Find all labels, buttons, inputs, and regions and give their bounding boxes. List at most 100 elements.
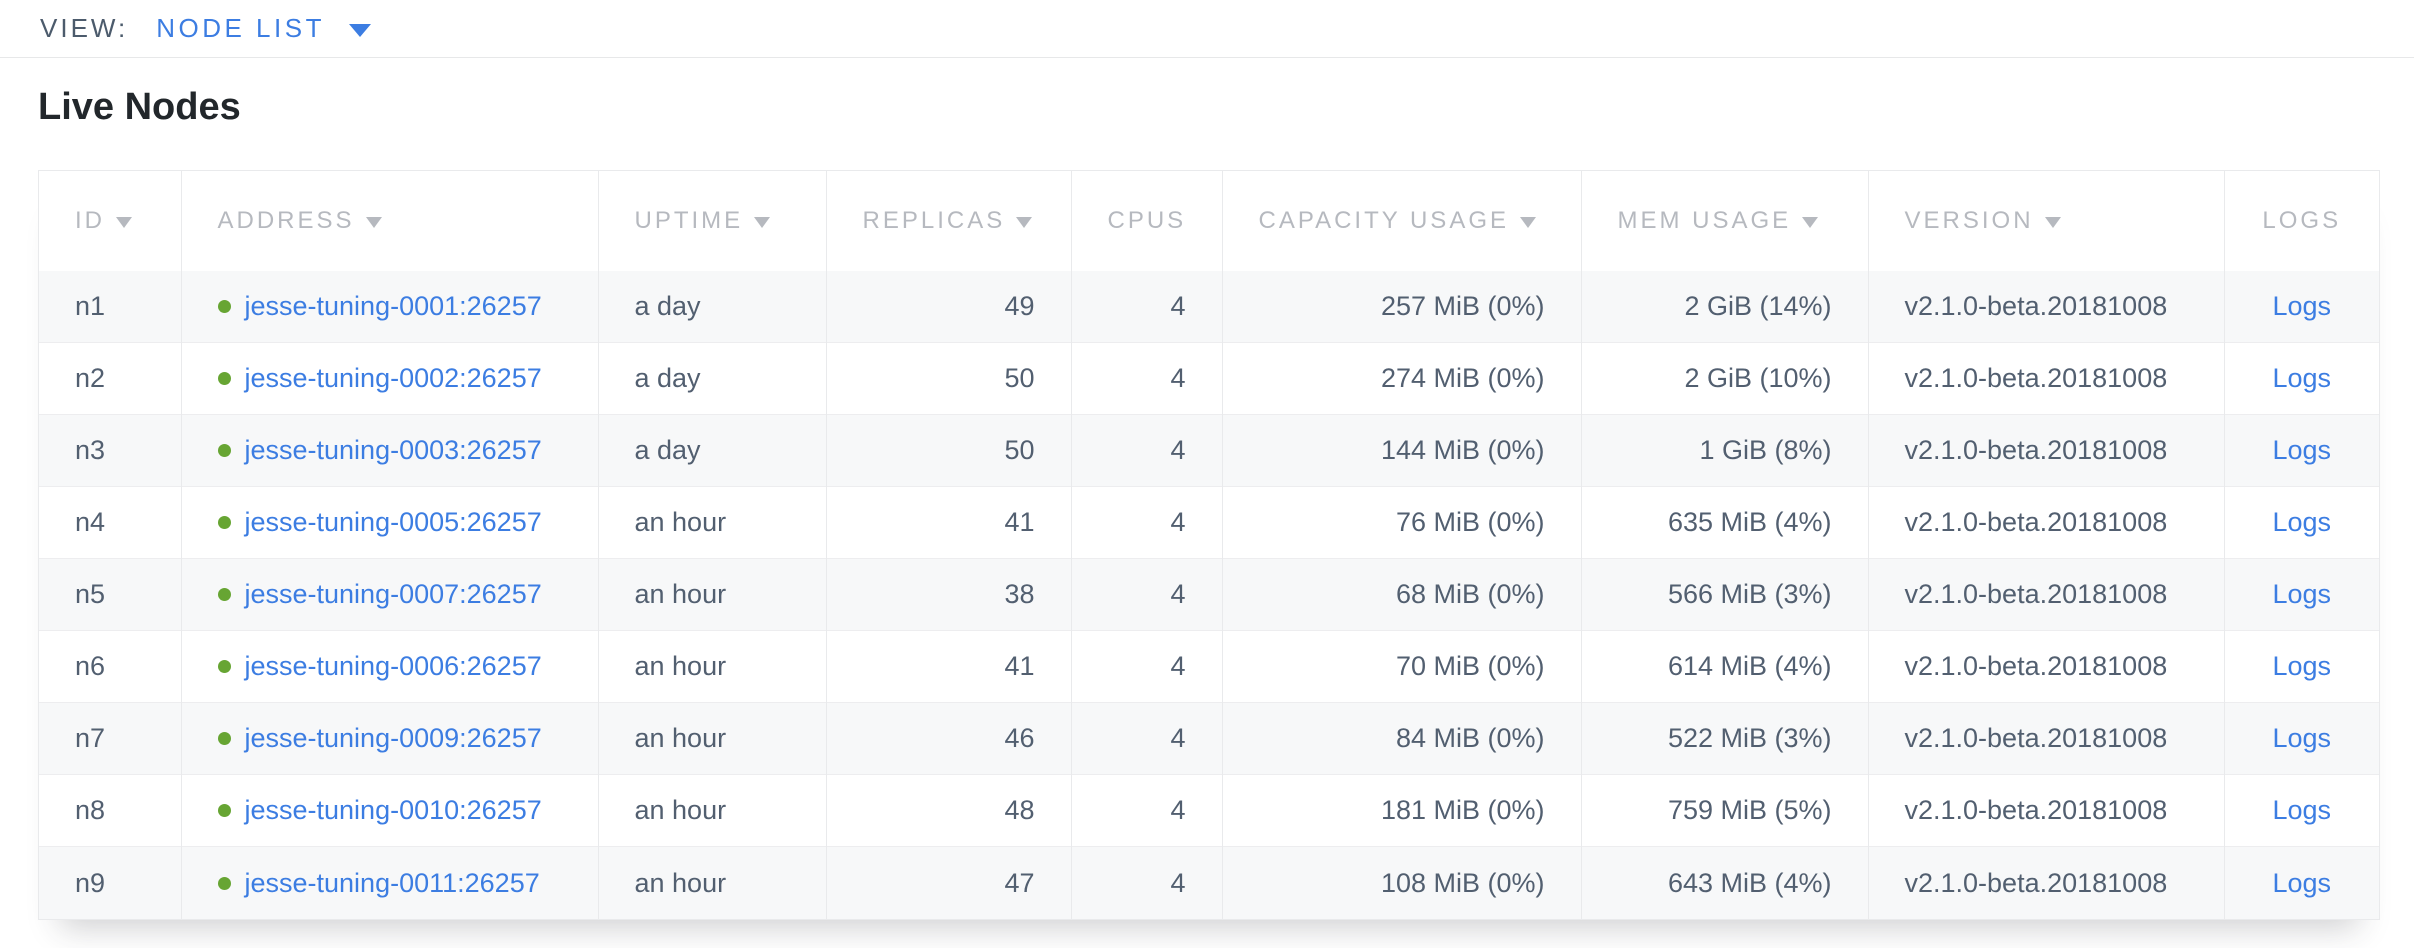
node-logs-cell: Logs xyxy=(2224,774,2379,847)
node-address-link[interactable]: jesse-tuning-0006:26257 xyxy=(244,651,542,682)
node-status-dot-icon xyxy=(217,660,231,674)
node-address-cell: jesse-tuning-0011:26257 xyxy=(181,846,599,919)
node-mem-cell: 635 MiB (4%) xyxy=(1581,486,1869,559)
column-header-label: VERSION xyxy=(1904,206,2034,234)
column-header-capacity[interactable]: CAPACITY USAGE xyxy=(1222,170,1582,271)
node-logs-link[interactable]: Logs xyxy=(2272,651,2332,682)
node-mem-cell: 643 MiB (4%) xyxy=(1581,846,1869,919)
node-id-cell: n3 xyxy=(39,414,182,487)
node-uptime-cell: an hour xyxy=(598,558,827,631)
node-cpus-cell: 4 xyxy=(1071,486,1223,559)
node-address-link[interactable]: jesse-tuning-0007:26257 xyxy=(244,579,542,610)
node-status-dot-icon xyxy=(217,588,231,602)
node-cpus-cell: 4 xyxy=(1071,414,1223,487)
node-version-cell: v2.1.0-beta.20181008 xyxy=(1868,414,2225,487)
node-version-cell: v2.1.0-beta.20181008 xyxy=(1868,486,2225,559)
column-header-logs: LOGS xyxy=(2224,171,2379,271)
column-header-label: REPLICAS xyxy=(862,206,1006,234)
node-address-cell: jesse-tuning-0009:26257 xyxy=(181,702,599,775)
column-header-label: ADDRESS xyxy=(217,206,355,234)
column-header-mem[interactable]: MEM USAGE xyxy=(1581,170,1869,271)
node-mem-cell: 759 MiB (5%) xyxy=(1581,774,1869,847)
node-cpus-cell: 4 xyxy=(1071,342,1223,415)
sort-desc-icon xyxy=(1016,216,1033,228)
node-logs-link[interactable]: Logs xyxy=(2272,795,2332,826)
node-status-dot-icon xyxy=(217,732,231,746)
node-address-cell: jesse-tuning-0005:26257 xyxy=(181,486,599,559)
node-address-cell: jesse-tuning-0010:26257 xyxy=(181,774,599,847)
node-logs-link[interactable]: Logs xyxy=(2272,291,2332,322)
node-address-link[interactable]: jesse-tuning-0005:26257 xyxy=(244,507,542,538)
view-dropdown[interactable]: NODE LIST xyxy=(156,13,371,44)
node-logs-link[interactable]: Logs xyxy=(2272,363,2332,394)
node-address-link[interactable]: jesse-tuning-0011:26257 xyxy=(244,867,540,898)
node-version-cell: v2.1.0-beta.20181008 xyxy=(1868,558,2225,631)
column-header-address[interactable]: ADDRESS xyxy=(181,170,599,271)
node-status-dot-icon xyxy=(217,516,231,530)
node-mem-cell: 614 MiB (4%) xyxy=(1581,630,1869,703)
node-row-n9: n9 jesse-tuning-0011:26257 an hour 47 4 108 M… xyxy=(39,846,2379,919)
column-header-replicas[interactable]: REPLICAS xyxy=(826,170,1072,271)
node-logs-cell: Logs xyxy=(2224,558,2379,631)
node-version-cell: v2.1.0-beta.20181008 xyxy=(1868,270,2225,343)
view-dropdown-value: NODE LIST xyxy=(156,13,325,43)
node-replicas-cell: 47 xyxy=(826,846,1072,919)
chevron-down-icon xyxy=(348,23,371,37)
node-row-n5: n5 jesse-tuning-0007:26257 an hour 38 4 68 Mi… xyxy=(39,558,2379,631)
node-uptime-cell: an hour xyxy=(598,702,827,775)
node-uptime-cell: a day xyxy=(598,342,827,415)
node-capacity-cell: 68 MiB (0%) xyxy=(1222,558,1582,631)
column-header-uptime[interactable]: UPTIME xyxy=(598,170,827,271)
sort-desc-icon xyxy=(2044,216,2061,228)
node-status-dot-icon xyxy=(217,300,231,314)
node-row-n2: n2 jesse-tuning-0002:26257 a day 50 4 274 MiB… xyxy=(39,342,2379,415)
node-logs-cell: Logs xyxy=(2224,342,2379,415)
node-cpus-cell: 4 xyxy=(1071,630,1223,703)
node-mem-cell: 566 MiB (3%) xyxy=(1581,558,1869,631)
node-address-link[interactable]: jesse-tuning-0002:26257 xyxy=(244,363,542,394)
node-address-link[interactable]: jesse-tuning-0001:26257 xyxy=(244,291,542,322)
node-row-n4: n4 jesse-tuning-0005:26257 an hour 41 4 76 Mi… xyxy=(39,486,2379,559)
node-address-link[interactable]: jesse-tuning-0010:26257 xyxy=(244,795,542,826)
node-status-dot-icon xyxy=(217,876,231,890)
node-logs-cell: Logs xyxy=(2224,271,2379,343)
node-uptime-cell: an hour xyxy=(598,630,827,703)
node-version-cell: v2.1.0-beta.20181008 xyxy=(1868,342,2225,415)
node-version-cell: v2.1.0-beta.20181008 xyxy=(1868,846,2225,919)
node-capacity-cell: 108 MiB (0%) xyxy=(1222,846,1582,919)
column-header-id[interactable]: ID xyxy=(39,170,182,271)
node-mem-cell: 2 GiB (14%) xyxy=(1581,270,1869,343)
sort-desc-icon xyxy=(754,216,771,228)
column-header-label: UPTIME xyxy=(634,206,744,234)
node-status-dot-icon xyxy=(217,804,231,818)
node-uptime-cell: a day xyxy=(598,270,827,343)
node-capacity-cell: 144 MiB (0%) xyxy=(1222,414,1582,487)
node-row-n7: n7 jesse-tuning-0009:26257 an hour 46 4 84 Mi… xyxy=(39,702,2379,775)
node-logs-link[interactable]: Logs xyxy=(2272,507,2332,538)
node-logs-cell: Logs xyxy=(2224,846,2379,919)
column-header-label: ID xyxy=(75,206,105,234)
sort-desc-icon xyxy=(116,216,132,228)
node-id-cell: n4 xyxy=(39,486,182,559)
node-replicas-cell: 49 xyxy=(826,270,1072,343)
node-logs-cell: Logs xyxy=(2224,414,2379,487)
node-version-cell: v2.1.0-beta.20181008 xyxy=(1868,774,2225,847)
node-logs-link[interactable]: Logs xyxy=(2272,435,2332,466)
node-logs-link[interactable]: Logs xyxy=(2272,867,2332,898)
node-uptime-cell: an hour xyxy=(598,486,827,559)
node-row-n3: n3 jesse-tuning-0003:26257 a day 50 4 144 MiB… xyxy=(39,414,2379,487)
node-logs-link[interactable]: Logs xyxy=(2272,723,2332,754)
node-status-dot-icon xyxy=(217,372,231,386)
node-replicas-cell: 46 xyxy=(826,702,1072,775)
column-header-version[interactable]: VERSION xyxy=(1868,170,2225,271)
node-mem-cell: 2 GiB (10%) xyxy=(1581,342,1869,415)
node-cpus-cell: 4 xyxy=(1071,846,1223,919)
node-logs-link[interactable]: Logs xyxy=(2272,579,2332,610)
node-address-link[interactable]: jesse-tuning-0003:26257 xyxy=(244,435,542,466)
node-replicas-cell: 38 xyxy=(826,558,1072,631)
node-uptime-cell: a day xyxy=(598,414,827,487)
node-address-link[interactable]: jesse-tuning-0009:26257 xyxy=(244,723,542,754)
table-header-row: ID ADDRESS UPTIME REPLICAS CPUS CAPACITY USAG… xyxy=(39,170,2379,271)
node-id-cell: n7 xyxy=(39,702,182,775)
node-replicas-cell: 50 xyxy=(826,414,1072,487)
